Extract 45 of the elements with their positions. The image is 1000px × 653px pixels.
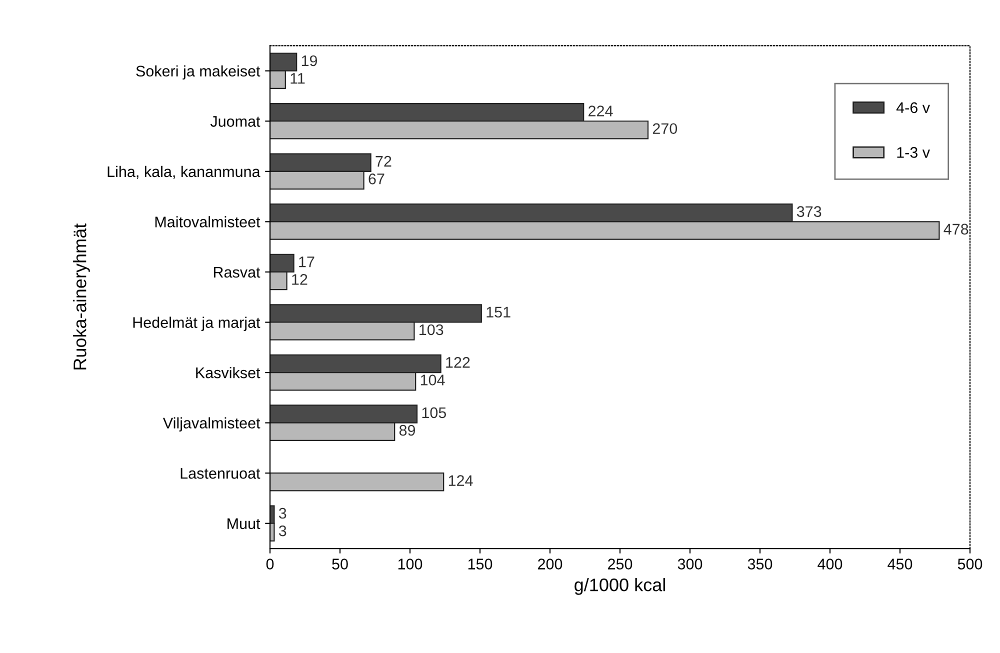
data-label: 103 — [420, 324, 444, 336]
x-tick-label: 350 — [748, 558, 772, 570]
data-label: 72 — [376, 156, 392, 167]
x-tick-label: 250 — [608, 558, 632, 570]
x-axis-title: g/1000 kcal — [574, 578, 665, 595]
data-label: 19 — [302, 55, 318, 66]
x-tick-label: 150 — [468, 558, 492, 570]
y-tick-label: Juomat — [210, 116, 260, 127]
x-tick-label: 300 — [678, 558, 702, 570]
x-tick-label: 0 — [266, 558, 274, 570]
data-label: 3 — [278, 508, 286, 519]
data-label: 104 — [420, 374, 445, 386]
data-label: 67 — [368, 173, 384, 184]
x-tick-label: 50 — [332, 558, 348, 570]
y-tick-label: Liha, kala, kananmuna — [108, 166, 260, 179]
legend-label: 4-6 v — [896, 102, 930, 114]
y-tick-label: Maitovalmisteet — [155, 216, 260, 228]
y-tick-label: Muut — [228, 518, 260, 530]
legend-label: 1-3 v — [897, 147, 930, 158]
data-label: 105 — [422, 407, 446, 418]
y-tick-label: Sokeri ja makeiset — [136, 65, 260, 80]
data-label: 270 — [652, 123, 678, 134]
bar — [270, 472, 444, 492]
data-label: 89 — [399, 424, 416, 436]
data-label: 12 — [292, 274, 308, 285]
y-tick-label: Kasvikset — [196, 367, 260, 378]
x-tick-label: 500 — [958, 558, 982, 570]
y-tick-label: Lastenruoat — [180, 468, 260, 479]
data-label: 17 — [299, 256, 314, 268]
x-tick-label: 450 — [888, 558, 912, 570]
data-label: 3 — [278, 525, 286, 536]
x-tick-label: 400 — [818, 558, 842, 570]
y-axis-title: Ruoka-aineryhmät — [73, 223, 90, 370]
y-tick-label: Viljavalmisteet — [162, 417, 260, 432]
y-tick-label: Rasvat — [214, 267, 260, 278]
data-label: 224 — [588, 106, 613, 116]
data-label: 478 — [944, 224, 968, 235]
data-label: 122 — [446, 357, 470, 368]
x-tick-label: 100 — [398, 558, 422, 570]
data-label: 124 — [448, 475, 473, 486]
data-label: 11 — [290, 73, 305, 84]
data-label: 373 — [796, 206, 822, 217]
x-tick-label: 200 — [538, 558, 562, 570]
y-tick-label: Hedelmät ja marjat — [133, 316, 260, 331]
data-label: 151 — [486, 306, 510, 318]
